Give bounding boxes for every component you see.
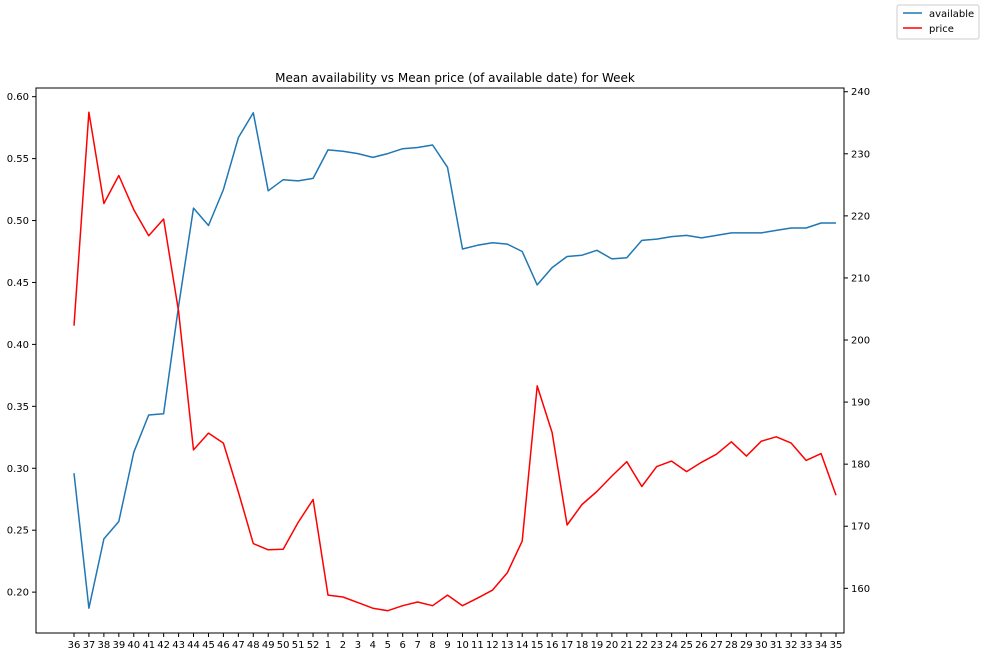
y-right-tick-label: 230 bbox=[851, 149, 870, 160]
x-tick-label: 21 bbox=[620, 640, 633, 651]
legend-label-available: available bbox=[929, 9, 974, 20]
x-tick-label: 20 bbox=[606, 640, 619, 651]
x-tick-label: 43 bbox=[172, 640, 185, 651]
series-layer bbox=[73, 111, 837, 612]
legend: available price bbox=[896, 4, 980, 40]
y-left-tick-label: 0.20 bbox=[7, 588, 29, 599]
x-tick-label: 11 bbox=[471, 640, 484, 651]
series-line-available bbox=[73, 112, 836, 609]
y-right-tick-label: 160 bbox=[851, 584, 870, 595]
plot-frame bbox=[35, 87, 845, 634]
chart-title: Mean availability vs Mean price (of avai… bbox=[275, 71, 635, 85]
y-left-tick-label: 0.55 bbox=[7, 154, 29, 165]
x-tick-label: 34 bbox=[815, 640, 828, 651]
y-left-tick-label: 0.25 bbox=[7, 526, 29, 537]
x-tick-label: 44 bbox=[187, 640, 200, 651]
y-left-tick-label: 0.60 bbox=[7, 92, 29, 103]
x-tick-label: 19 bbox=[591, 640, 604, 651]
y-left-tick-label: 0.50 bbox=[7, 216, 29, 227]
x-tick-label: 48 bbox=[247, 640, 260, 651]
x-tick-label: 4 bbox=[370, 640, 376, 651]
x-tick-label: 31 bbox=[770, 640, 783, 651]
y-right-tick-label: 220 bbox=[851, 211, 870, 222]
y-right-tick-label: 180 bbox=[851, 460, 870, 471]
x-tick-label: 38 bbox=[98, 640, 111, 651]
x-tick-label: 24 bbox=[665, 640, 678, 651]
x-tick-label: 37 bbox=[83, 640, 96, 651]
x-tick-label: 39 bbox=[112, 640, 125, 651]
x-tick-label: 49 bbox=[262, 640, 275, 651]
y-right-tick-label: 190 bbox=[851, 398, 870, 409]
x-tick-label: 23 bbox=[650, 640, 663, 651]
y-right-tick-label: 210 bbox=[851, 273, 870, 284]
x-tick-label: 3 bbox=[355, 640, 361, 651]
x-tick-label: 27 bbox=[710, 640, 723, 651]
x-tick-label: 6 bbox=[400, 640, 406, 651]
x-axis: 36 37 38 39 40 41 42 43 44 45 46 47 48 49 50 51 52 1 2 3 4 5 6… bbox=[68, 633, 843, 651]
x-tick-label: 17 bbox=[561, 640, 574, 651]
x-tick-label: 1 bbox=[325, 640, 331, 651]
x-tick-label: 5 bbox=[385, 640, 391, 651]
x-tick-label: 26 bbox=[695, 640, 708, 651]
x-tick-label: 29 bbox=[740, 640, 753, 651]
x-tick-label: 45 bbox=[202, 640, 215, 651]
y-left-tick-label: 0.40 bbox=[7, 340, 29, 351]
x-tick-label: 42 bbox=[157, 640, 170, 651]
x-tick-label: 16 bbox=[546, 640, 559, 651]
y-axis-left: 0.60 0.55 0.50 0.45 0.40 0.35 0.30 0.25 0.20 bbox=[7, 92, 36, 599]
x-tick-label: 9 bbox=[444, 640, 450, 651]
y-left-tick-label: 0.35 bbox=[7, 402, 29, 413]
legend-label-price: price bbox=[929, 24, 954, 35]
x-tick-label: 33 bbox=[800, 640, 813, 651]
x-tick-label: 51 bbox=[292, 640, 305, 651]
x-tick-label: 30 bbox=[755, 640, 768, 651]
y-right-tick-label: 240 bbox=[851, 87, 870, 98]
x-tick-label: 25 bbox=[680, 640, 693, 651]
x-tick-label: 47 bbox=[232, 640, 245, 651]
x-tick-label: 46 bbox=[217, 640, 230, 651]
y-axis-right: 240 230 220 210 200 190 180 170 160 bbox=[844, 87, 870, 595]
x-tick-label: 12 bbox=[486, 640, 499, 651]
x-tick-label: 52 bbox=[307, 640, 320, 651]
y-right-tick-label: 170 bbox=[851, 522, 870, 533]
x-tick-label: 35 bbox=[830, 640, 843, 651]
x-tick-label: 15 bbox=[531, 640, 544, 651]
x-tick-label: 32 bbox=[785, 640, 798, 651]
y-left-tick-label: 0.45 bbox=[7, 278, 29, 289]
x-tick-label: 7 bbox=[414, 640, 420, 651]
x-tick-label: 8 bbox=[429, 640, 435, 651]
x-tick-label: 14 bbox=[516, 640, 529, 651]
series-line-price bbox=[73, 111, 837, 612]
x-tick-label: 13 bbox=[501, 640, 514, 651]
x-tick-label: 36 bbox=[68, 640, 81, 651]
x-tick-label: 2 bbox=[340, 640, 346, 651]
y-right-tick-label: 200 bbox=[851, 336, 870, 347]
x-tick-label: 28 bbox=[725, 640, 738, 651]
x-tick-label: 18 bbox=[576, 640, 589, 651]
x-tick-label: 40 bbox=[127, 640, 140, 651]
y-left-tick-label: 0.30 bbox=[7, 464, 29, 475]
x-tick-label: 10 bbox=[456, 640, 469, 651]
x-tick-label: 50 bbox=[277, 640, 290, 651]
x-tick-label: 22 bbox=[635, 640, 648, 651]
x-tick-label: 41 bbox=[142, 640, 155, 651]
